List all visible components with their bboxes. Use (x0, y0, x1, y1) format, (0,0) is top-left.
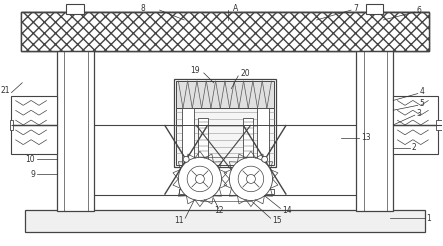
Text: 12: 12 (214, 206, 223, 215)
Circle shape (179, 157, 222, 200)
Circle shape (183, 156, 189, 162)
Bar (21, 12, 428, 51)
Text: 10: 10 (25, 155, 35, 164)
Bar (25, 210, 425, 232)
Bar (176, 81, 275, 108)
Text: 21: 21 (0, 86, 9, 95)
Text: 15: 15 (272, 216, 282, 225)
Text: 2: 2 (412, 143, 416, 152)
Circle shape (262, 156, 268, 162)
Bar (436, 120, 442, 130)
Text: 5: 5 (420, 99, 424, 108)
Bar (254, 189, 273, 194)
Bar (176, 108, 275, 165)
Text: 3: 3 (417, 109, 422, 118)
Text: 13: 13 (361, 133, 370, 142)
Text: 8: 8 (140, 4, 145, 13)
Bar (182, 108, 194, 165)
Circle shape (238, 166, 264, 192)
Text: 4: 4 (420, 87, 424, 96)
Bar (366, 4, 384, 14)
Bar (356, 49, 393, 211)
Text: 20: 20 (240, 69, 250, 78)
Bar (393, 95, 439, 154)
Bar (12, 95, 57, 154)
Circle shape (246, 174, 256, 184)
Circle shape (229, 157, 272, 200)
Bar (66, 4, 84, 14)
Bar (57, 49, 94, 211)
Text: 6: 6 (417, 6, 422, 15)
Text: 9: 9 (30, 169, 35, 179)
Text: 14: 14 (282, 206, 292, 215)
Bar (21, 12, 428, 51)
Text: 7: 7 (353, 4, 358, 13)
Bar (243, 118, 253, 197)
Text: 11: 11 (174, 216, 183, 225)
Text: A: A (233, 4, 238, 13)
Bar (175, 79, 276, 167)
Bar (9, 120, 13, 130)
Text: 1: 1 (427, 214, 431, 223)
Circle shape (187, 166, 213, 192)
Text: 19: 19 (190, 66, 200, 76)
Circle shape (195, 174, 204, 184)
Bar (257, 108, 268, 165)
Bar (179, 189, 199, 194)
Bar (198, 118, 208, 197)
